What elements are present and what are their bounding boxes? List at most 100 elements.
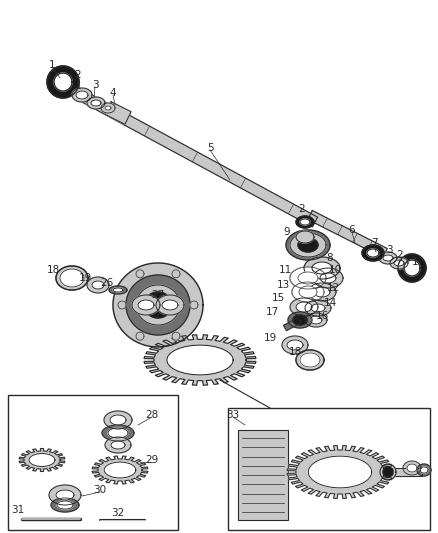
Polygon shape	[305, 313, 327, 327]
Polygon shape	[290, 267, 326, 289]
Text: 2: 2	[75, 70, 81, 80]
Polygon shape	[104, 411, 132, 429]
Polygon shape	[87, 97, 105, 109]
Polygon shape	[72, 88, 92, 102]
Text: 14: 14	[323, 298, 337, 308]
Text: 29: 29	[145, 455, 159, 465]
Polygon shape	[314, 287, 330, 297]
Polygon shape	[417, 464, 431, 476]
Polygon shape	[87, 277, 109, 293]
Polygon shape	[403, 461, 421, 475]
Polygon shape	[56, 266, 88, 290]
Polygon shape	[379, 252, 397, 264]
Polygon shape	[420, 467, 428, 473]
Polygon shape	[105, 437, 131, 453]
Text: 2: 2	[397, 250, 403, 260]
Polygon shape	[287, 446, 393, 498]
Polygon shape	[172, 332, 180, 340]
Polygon shape	[300, 353, 320, 367]
Polygon shape	[298, 238, 318, 252]
Polygon shape	[404, 260, 420, 276]
Text: 26: 26	[100, 278, 113, 288]
Text: 10: 10	[328, 265, 342, 275]
Polygon shape	[296, 350, 324, 370]
Polygon shape	[367, 249, 379, 257]
Text: 2: 2	[299, 204, 305, 214]
Text: 1: 1	[412, 257, 418, 267]
Polygon shape	[111, 441, 125, 449]
Text: 16: 16	[315, 311, 328, 321]
Polygon shape	[302, 355, 318, 365]
Polygon shape	[136, 285, 180, 325]
Polygon shape	[56, 266, 88, 290]
Text: 33: 33	[226, 410, 240, 420]
Polygon shape	[298, 272, 318, 284]
Polygon shape	[296, 302, 312, 312]
Text: 3: 3	[92, 80, 98, 90]
Text: 27: 27	[152, 290, 165, 300]
Polygon shape	[172, 270, 180, 278]
Polygon shape	[63, 271, 81, 285]
Polygon shape	[57, 501, 73, 509]
Polygon shape	[293, 315, 307, 325]
Polygon shape	[105, 102, 131, 124]
Polygon shape	[398, 254, 426, 282]
Polygon shape	[296, 216, 314, 228]
Polygon shape	[76, 91, 88, 99]
Text: 28: 28	[145, 410, 159, 420]
Polygon shape	[19, 449, 65, 472]
Polygon shape	[282, 336, 308, 354]
Polygon shape	[394, 260, 404, 266]
Polygon shape	[132, 295, 160, 315]
Polygon shape	[113, 288, 123, 292]
Text: 12: 12	[326, 283, 339, 293]
Polygon shape	[362, 245, 384, 261]
Polygon shape	[47, 66, 79, 98]
Text: 1: 1	[49, 60, 55, 70]
Polygon shape	[312, 262, 332, 274]
Polygon shape	[283, 317, 301, 330]
Polygon shape	[292, 282, 324, 302]
Polygon shape	[407, 464, 417, 472]
Polygon shape	[304, 257, 340, 279]
Polygon shape	[109, 286, 127, 294]
Text: 19: 19	[263, 333, 277, 343]
Text: 13: 13	[276, 280, 290, 290]
Text: 15: 15	[272, 293, 285, 303]
Polygon shape	[108, 428, 128, 438]
Text: 5: 5	[207, 143, 213, 153]
Polygon shape	[383, 467, 393, 477]
Polygon shape	[390, 257, 408, 269]
Polygon shape	[392, 468, 422, 476]
Text: 18: 18	[288, 347, 302, 357]
Polygon shape	[102, 425, 134, 441]
Text: 30: 30	[93, 485, 106, 495]
Polygon shape	[288, 312, 312, 328]
Polygon shape	[310, 316, 322, 324]
Text: 11: 11	[279, 265, 292, 275]
Polygon shape	[383, 255, 393, 261]
Polygon shape	[144, 292, 172, 318]
Text: 6: 6	[349, 225, 355, 235]
Polygon shape	[49, 485, 81, 505]
Polygon shape	[101, 103, 115, 113]
Polygon shape	[296, 231, 314, 243]
Polygon shape	[167, 345, 233, 375]
Polygon shape	[299, 286, 317, 298]
Polygon shape	[308, 283, 336, 301]
Polygon shape	[126, 275, 190, 335]
Polygon shape	[313, 268, 343, 288]
Text: 19: 19	[78, 273, 92, 283]
Polygon shape	[113, 263, 203, 347]
Polygon shape	[308, 211, 387, 257]
Polygon shape	[136, 270, 144, 278]
Polygon shape	[110, 415, 126, 425]
Polygon shape	[286, 230, 330, 260]
Text: 32: 32	[111, 508, 125, 518]
Polygon shape	[92, 281, 104, 289]
Polygon shape	[300, 219, 310, 225]
Polygon shape	[156, 295, 184, 315]
Polygon shape	[51, 498, 79, 512]
Text: 9: 9	[284, 227, 290, 237]
Polygon shape	[138, 300, 154, 310]
